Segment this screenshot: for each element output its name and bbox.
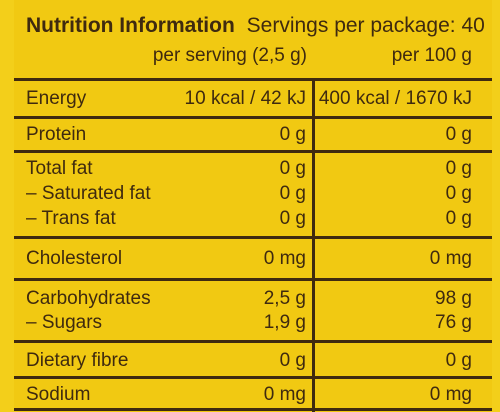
nutrition-header: Nutrition Information Servings per packa… bbox=[14, 0, 492, 78]
total-fat-per-serving: 0 g bbox=[279, 158, 306, 179]
dietary-fibre-per-serving: 0 g bbox=[279, 350, 306, 371]
title-line: Nutrition Information Servings per packa… bbox=[26, 14, 485, 38]
dietary-fibre-per-100g: 0 g bbox=[445, 350, 472, 371]
per-serving-header: per serving (2,5 g) bbox=[152, 45, 307, 66]
energy-label: Energy bbox=[26, 88, 87, 109]
sodium-line: Sodium 0 mg 0 mg bbox=[14, 383, 492, 407]
cholesterol-per-serving: 0 mg bbox=[263, 248, 306, 269]
cholesterol-per-100g: 0 mg bbox=[429, 248, 472, 269]
dietary-fibre-line: Dietary fibre 0 g 0 g bbox=[14, 349, 492, 373]
sugars-label: – Sugars bbox=[26, 312, 103, 333]
trans-fat-line: – Trans fat 0 g 0 g bbox=[14, 207, 492, 231]
cholesterol-line: Cholesterol 0 mg 0 mg bbox=[14, 247, 492, 271]
energy-per-100g: 400 kcal / 1670 kJ bbox=[318, 88, 472, 109]
energy-line: Energy 10 kcal / 42 kJ 400 kcal / 1670 k… bbox=[14, 87, 492, 111]
protein-per-100g: 0 g bbox=[445, 124, 472, 145]
row-energy: Energy 10 kcal / 42 kJ 400 kcal / 1670 k… bbox=[14, 81, 492, 119]
carbohydrates-label: Carbohydrates bbox=[26, 288, 151, 309]
saturated-fat-per-100g: 0 g bbox=[445, 183, 472, 204]
total-fat-line: Total fat 0 g 0 g bbox=[14, 157, 492, 181]
sugars-per-serving: 1,9 g bbox=[263, 312, 306, 333]
trans-fat-label: – Trans fat bbox=[26, 208, 116, 229]
sugars-per-100g: 76 g bbox=[435, 312, 472, 333]
sodium-per-serving: 0 mg bbox=[263, 384, 306, 405]
sodium-label: Sodium bbox=[26, 384, 91, 405]
protein-per-serving: 0 g bbox=[279, 124, 306, 145]
saturated-fat-per-serving: 0 g bbox=[279, 183, 306, 204]
carbohydrates-per-100g: 98 g bbox=[435, 288, 472, 309]
carbohydrates-line: Carbohydrates 2,5 g 98 g bbox=[14, 287, 492, 311]
total-fat-per-100g: 0 g bbox=[445, 158, 472, 179]
protein-label: Protein bbox=[26, 124, 87, 145]
sodium-per-100g: 0 mg bbox=[429, 384, 472, 405]
nutrition-panel: Nutrition Information Servings per packa… bbox=[14, 0, 492, 412]
energy-per-serving: 10 kcal / 42 kJ bbox=[184, 88, 306, 109]
per-100g-header: per 100 g bbox=[391, 45, 472, 66]
cholesterol-label: Cholesterol bbox=[26, 248, 123, 269]
saturated-fat-line: – Saturated fat 0 g 0 g bbox=[14, 182, 492, 206]
nutrition-title: Nutrition Information bbox=[26, 14, 235, 37]
row-fat: Total fat 0 g 0 g – Saturated fat 0 g 0 … bbox=[14, 153, 492, 239]
carbohydrates-per-serving: 2,5 g bbox=[263, 288, 306, 309]
servings-per-package: Servings per package: 40 bbox=[246, 14, 485, 37]
trans-fat-per-serving: 0 g bbox=[279, 208, 306, 229]
row-cholesterol: Cholesterol 0 mg 0 mg bbox=[14, 239, 492, 281]
protein-line: Protein 0 g 0 g bbox=[14, 123, 492, 147]
dietary-fibre-label: Dietary fibre bbox=[26, 350, 129, 371]
saturated-fat-label: – Saturated fat bbox=[26, 183, 151, 204]
column-divider bbox=[312, 78, 315, 412]
row-carbohydrates: Carbohydrates 2,5 g 98 g – Sugars 1,9 g … bbox=[14, 281, 492, 343]
trans-fat-per-100g: 0 g bbox=[445, 208, 472, 229]
nutrition-table: Energy 10 kcal / 42 kJ 400 kcal / 1670 k… bbox=[14, 78, 492, 411]
total-fat-label: Total fat bbox=[26, 158, 93, 179]
row-dietary-fibre: Dietary fibre 0 g 0 g bbox=[14, 343, 492, 379]
row-protein: Protein 0 g 0 g bbox=[14, 119, 492, 153]
row-sodium: Sodium 0 mg 0 mg bbox=[14, 379, 492, 411]
sugars-line: – Sugars 1,9 g 76 g bbox=[14, 311, 492, 335]
